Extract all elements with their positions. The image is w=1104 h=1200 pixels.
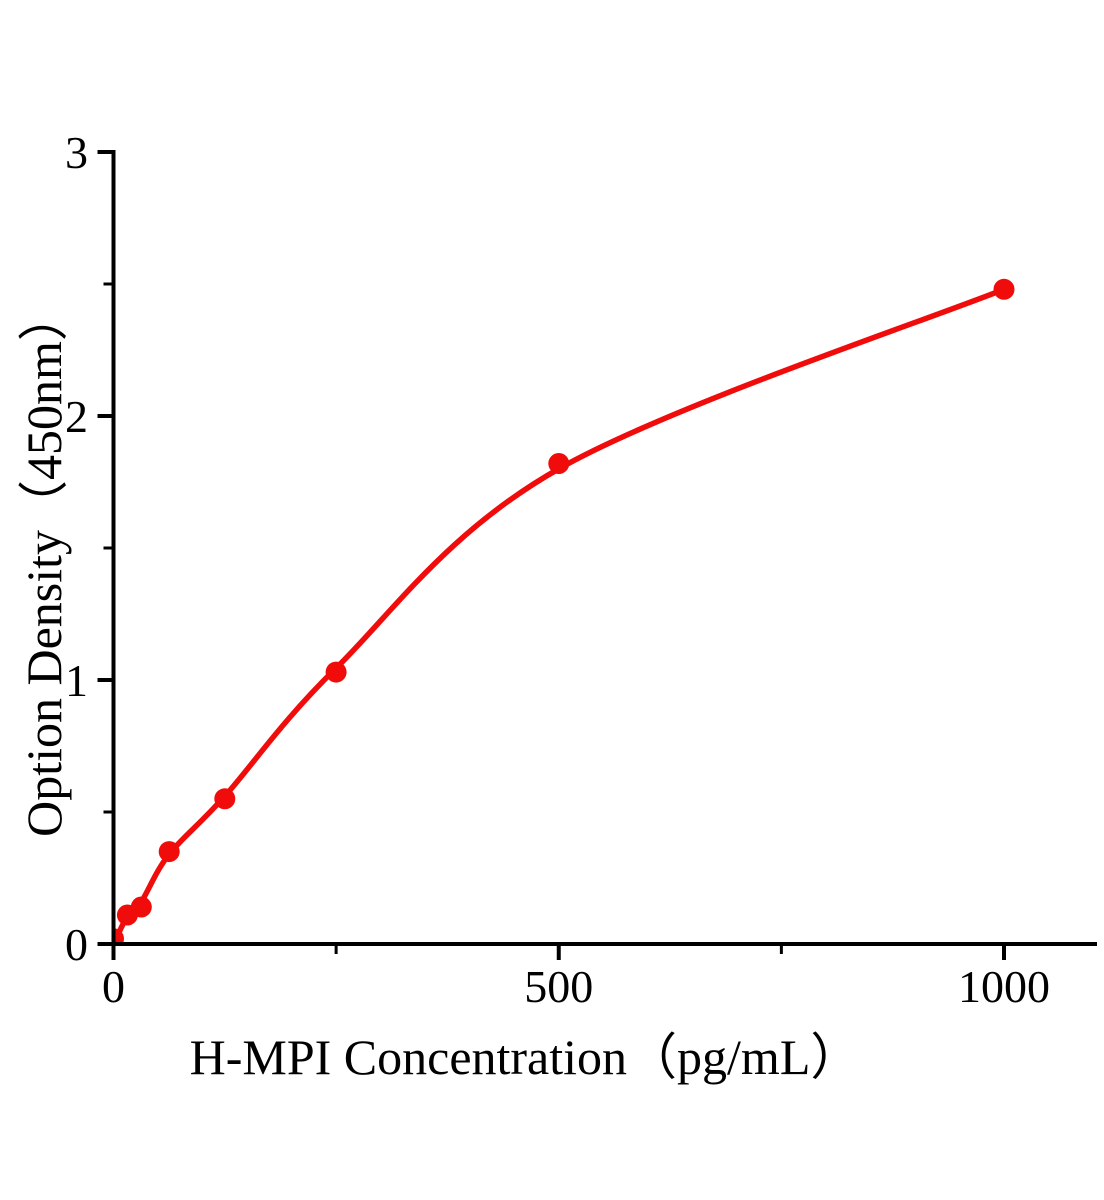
data-series-group [111,278,1015,946]
x-tick-label: 1000 [958,961,1050,1012]
y-tick-label: 1 [65,655,88,706]
data-point-marker [130,896,152,918]
data-point-marker [158,841,180,863]
x-tick-label: 0 [102,961,125,1012]
y-tick-label: 3 [65,127,88,178]
y-axis-title: Option Density（450nm） [16,291,72,837]
x-axis-title: H-MPI Concentration（pg/mL） [189,1029,861,1085]
y-tick-label: 0 [65,919,88,970]
data-point-marker [214,788,236,810]
data-point-marker [325,661,347,683]
fit-curve-path [111,286,1007,946]
x-tick-label: 500 [524,961,593,1012]
y-tick-label: 2 [65,391,88,442]
data-point-marker [548,453,570,474]
data-point-marker [993,278,1015,300]
